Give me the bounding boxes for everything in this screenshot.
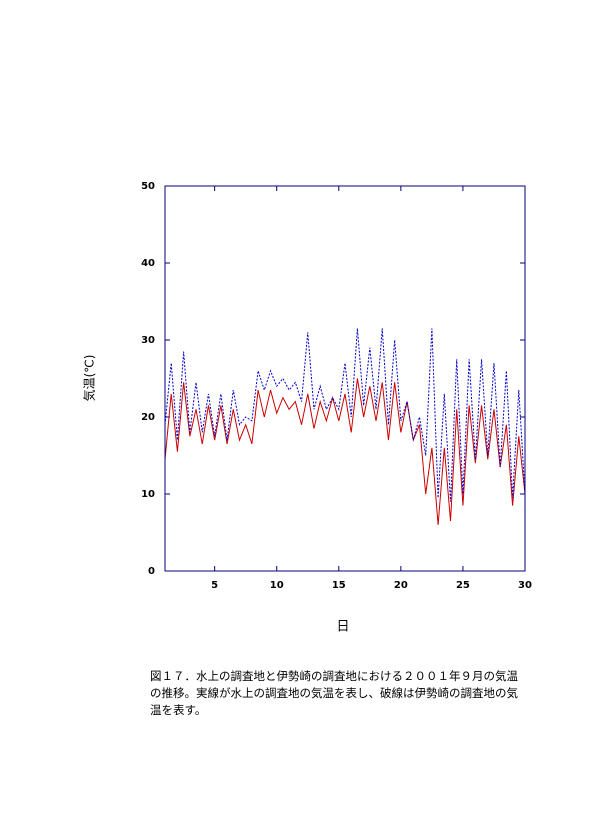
x-tick-label: 30	[518, 580, 532, 591]
y-tick-label: 30	[141, 335, 155, 346]
x-tick-label: 15	[332, 580, 346, 591]
y-tick-label: 10	[141, 489, 155, 500]
caption-line: 温を表す。	[150, 703, 206, 717]
y-tick-label: 0	[148, 566, 155, 577]
x-tick-label: 5	[211, 580, 218, 591]
x-tick-label: 10	[270, 580, 284, 591]
data-line	[164, 328, 526, 502]
x-axis-label: 日	[336, 620, 349, 635]
y-tick-label: 50	[141, 181, 155, 192]
caption-line: の推移。実線が水上の調査地の気温を表し、破線は伊勢崎の調査地の気	[150, 686, 518, 700]
caption-line: 図１７．水上の調査地と伊勢崎の調査地における２００１年９月の気温	[150, 669, 518, 683]
data-line	[164, 378, 526, 525]
plot-frame	[164, 185, 526, 572]
x-tick-label: 25	[456, 580, 470, 591]
y-tick-label: 20	[141, 412, 155, 423]
y-axis-label: 気温(℃)	[82, 355, 97, 402]
x-tick-label: 20	[394, 580, 408, 591]
y-tick-label: 40	[141, 258, 155, 269]
